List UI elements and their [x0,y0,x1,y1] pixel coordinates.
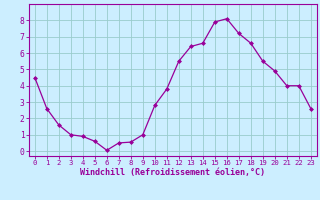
X-axis label: Windchill (Refroidissement éolien,°C): Windchill (Refroidissement éolien,°C) [80,168,265,177]
